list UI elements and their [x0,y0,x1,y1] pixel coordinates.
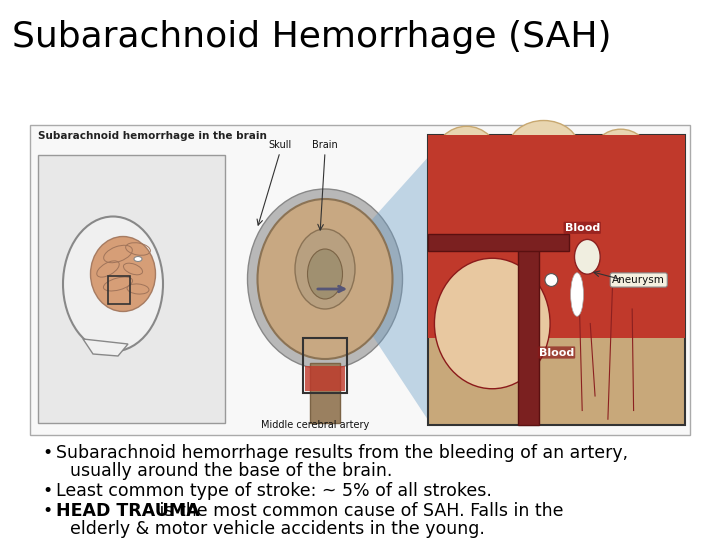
Bar [518,237,539,425]
Ellipse shape [593,129,649,181]
Text: elderly & motor vehicle accidents in the young.: elderly & motor vehicle accidents in the… [70,520,485,538]
Text: Blood: Blood [539,348,574,357]
Bar [428,135,685,338]
Text: Least common type of stroke: ~ 5% of all strokes.: Least common type of stroke: ~ 5% of all… [56,482,492,500]
Text: •: • [42,444,53,462]
Text: Middle cerebral artery: Middle cerebral artery [261,420,369,430]
Bar [305,366,325,391]
Ellipse shape [258,199,392,359]
Text: Subarachnoid hemorrhage results from the bleeding of an artery,: Subarachnoid hemorrhage results from the… [56,444,628,462]
Text: •: • [42,482,53,500]
Text: usually around the base of the brain.: usually around the base of the brain. [70,462,392,480]
Text: HEAD TRAUMA: HEAD TRAUMA [56,502,199,520]
Ellipse shape [134,256,142,261]
Ellipse shape [295,229,355,309]
Ellipse shape [575,239,600,274]
Bar [303,338,347,393]
Text: Skull: Skull [269,140,292,150]
Circle shape [545,274,558,286]
Ellipse shape [508,120,580,179]
Ellipse shape [571,273,583,316]
Bar [428,234,570,251]
Bar [38,155,225,423]
Text: Subarachnoid Hemorrhage (SAH): Subarachnoid Hemorrhage (SAH) [12,20,611,54]
Polygon shape [305,155,430,423]
Bar [30,125,690,435]
Ellipse shape [434,126,499,190]
Ellipse shape [63,217,163,352]
Text: is the most common cause of SAH. Falls in the: is the most common cause of SAH. Falls i… [154,502,564,520]
Text: Aneurysm: Aneurysm [612,275,665,285]
Bar [325,366,345,391]
Ellipse shape [248,189,402,369]
Text: Brain: Brain [312,140,338,150]
Ellipse shape [307,249,343,299]
Bar [428,135,685,425]
Text: Blood: Blood [564,223,600,233]
Polygon shape [83,339,128,356]
Bar [108,276,130,304]
Text: Subarachnoid hemorrhage in the brain: Subarachnoid hemorrhage in the brain [38,131,267,141]
Bar [310,363,340,423]
Ellipse shape [434,258,550,389]
Text: •: • [42,502,53,520]
Ellipse shape [91,237,156,312]
